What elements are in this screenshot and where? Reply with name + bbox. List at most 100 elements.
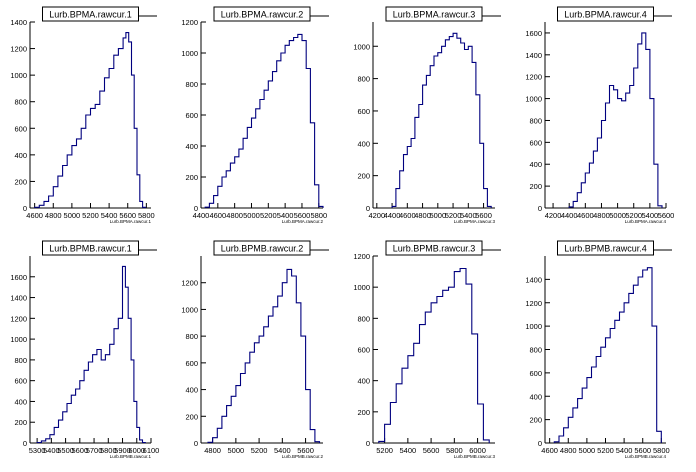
histogram-bin	[618, 99, 622, 208]
x-tick-label: 5800	[653, 446, 670, 455]
histogram-bin	[125, 287, 128, 443]
x-tick-label: 4800	[593, 211, 610, 220]
x-tick-label: 5400	[460, 211, 477, 220]
y-tick-label: 0	[538, 204, 542, 213]
histogram-bin	[614, 90, 618, 208]
histogram-panel: Lurb.BPMA.rawcur.30200400600800100042004…	[353, 6, 501, 224]
y-tick-label: 600	[185, 111, 198, 120]
histogram-panel: Lurb.BPMA.rawcur.4 0 200 400 600 800 1000 1200 1…	[525, 6, 674, 224]
x-tick-label: 5200	[376, 446, 393, 455]
histogram-bin	[423, 85, 427, 208]
y-tick-label: 1600	[525, 29, 542, 38]
histogram-series	[391, 32, 492, 208]
title-box	[557, 6, 654, 22]
histogram-bin	[298, 34, 302, 208]
histogram-bin	[615, 320, 620, 443]
histogram-bin	[63, 412, 67, 443]
y-tick-label: 200	[357, 408, 370, 417]
histogram-series	[378, 267, 490, 443]
histogram-bin	[251, 118, 255, 208]
histogram-bin	[84, 370, 88, 443]
histogram-bin	[419, 325, 425, 443]
x-tick-label: 4400	[384, 211, 401, 220]
y-tick-label: 400	[529, 160, 542, 169]
histogram-bin	[484, 189, 488, 208]
histogram-bin	[296, 303, 301, 443]
histogram-bin	[301, 336, 306, 443]
y-tick-label: 400	[14, 151, 27, 160]
x-tick-label: 5900	[114, 446, 131, 455]
y-tick-label: 1200	[10, 45, 27, 54]
histogram-bin	[402, 368, 408, 443]
histogram-bin	[601, 120, 605, 208]
y-tick-label: 0	[194, 204, 198, 213]
y-tick-label: 1400	[10, 18, 27, 27]
histogram-bin	[287, 269, 292, 443]
chart-title: Lurb.BPMB.rawcur.4	[564, 244, 647, 254]
histogram-bin	[241, 374, 246, 443]
histogram-bin	[235, 157, 239, 208]
histogram-bin	[310, 123, 314, 208]
x-tick-label: 4600	[209, 211, 226, 220]
histogram-bin	[392, 206, 396, 208]
histogram-bin	[268, 316, 273, 443]
histogram-bin	[585, 173, 589, 208]
histogram-bin	[143, 207, 146, 208]
histogram-series	[36, 265, 146, 444]
histogram-bin	[315, 185, 319, 208]
histogram-bin	[596, 357, 601, 443]
histogram-bin	[593, 151, 597, 208]
histogram-bin	[396, 189, 400, 208]
y-tick-label: 1200	[181, 18, 198, 27]
histogram-bin	[140, 201, 143, 208]
histogram-bin	[577, 193, 581, 208]
histogram-bin	[101, 360, 105, 443]
histogram-bin	[624, 303, 629, 443]
x-axis-label: Lurb.BPMA.rawcur.2	[282, 219, 324, 224]
histogram-bin	[404, 155, 408, 208]
histogram-bin	[654, 164, 658, 208]
x-tick-label: 5500	[57, 446, 74, 455]
x-axis-label: Lurb.BPMB.rawcur.1	[110, 454, 152, 459]
title-box	[213, 240, 311, 256]
histogram-bin	[222, 416, 227, 443]
histogram-bin	[472, 334, 478, 443]
x-tick-label: 5400	[101, 211, 118, 220]
histogram-bin	[292, 276, 297, 443]
histogram-bin	[268, 81, 272, 208]
histogram-bin	[231, 396, 236, 443]
histogram-bin	[461, 43, 465, 208]
histogram-bin	[213, 438, 218, 443]
histogram-bin	[95, 104, 100, 208]
x-tick-label: 5800	[310, 211, 327, 220]
histogram-bin	[407, 147, 411, 208]
histogram-bin	[396, 384, 402, 443]
histogram-bin	[630, 85, 634, 208]
x-tick-label: 4400	[193, 211, 210, 220]
histogram-bin	[638, 44, 642, 208]
title-box	[213, 6, 311, 22]
x-tick-label: 5000	[64, 211, 81, 220]
x-tick-label: 4400	[561, 211, 578, 220]
histogram-bin	[205, 207, 209, 208]
x-tick-label: 5600	[634, 446, 651, 455]
histogram-bin	[97, 350, 101, 444]
histogram-bin	[208, 442, 213, 443]
y-tick-label: 200	[14, 418, 27, 427]
y-tick-label: 200	[529, 182, 542, 191]
x-tick-label: 5000	[429, 211, 446, 220]
histogram-bin	[72, 146, 77, 208]
histogram-bin	[564, 428, 569, 443]
title-box	[557, 240, 654, 256]
histogram-bin	[390, 402, 396, 443]
histogram-bin	[587, 378, 592, 443]
histogram-bin	[137, 175, 140, 208]
histogram-bin	[610, 85, 614, 208]
histogram-bin	[582, 388, 587, 443]
histogram-bin	[114, 55, 119, 208]
histogram-bin	[379, 441, 385, 443]
x-tick-label: 4800	[226, 211, 243, 220]
histogram-bin	[44, 201, 49, 208]
x-tick-label: 5000	[228, 446, 245, 455]
